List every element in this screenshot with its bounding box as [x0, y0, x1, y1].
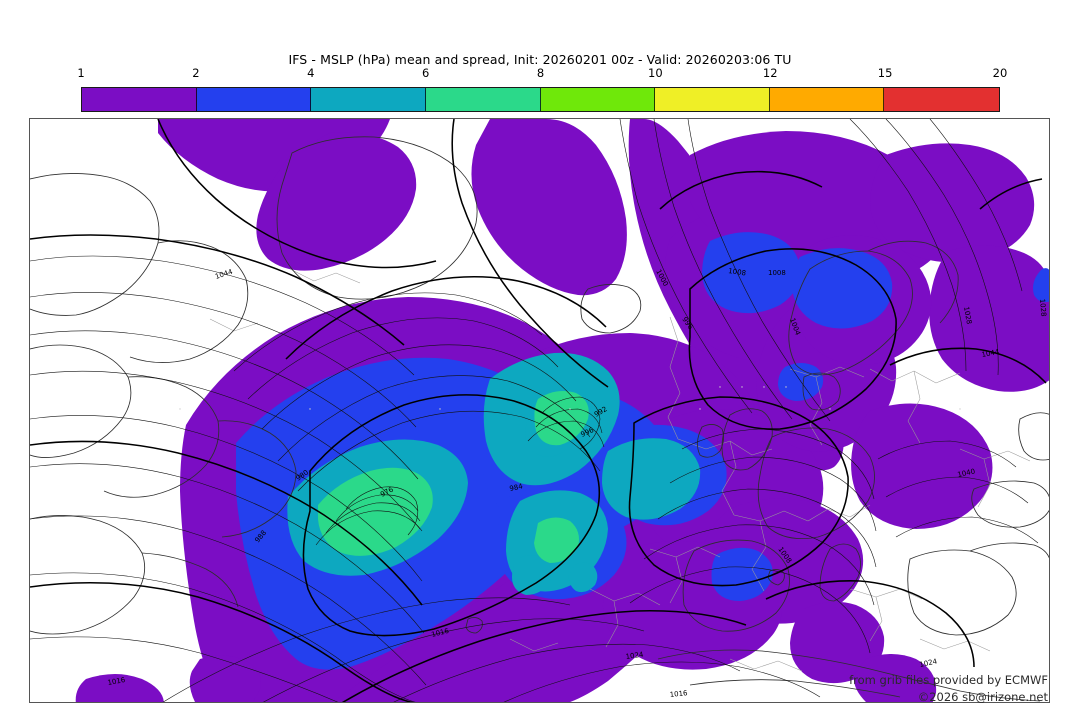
- colorbar-segment-6-8: [425, 88, 541, 111]
- svg-text:1040: 1040: [957, 467, 976, 479]
- colorbar-tick-10: 10: [648, 66, 663, 80]
- svg-text:1028: 1028: [962, 306, 973, 325]
- spread-region-purple: [471, 119, 627, 296]
- spread-region-springgreen: [534, 391, 589, 446]
- spread-region-purple: [256, 132, 417, 271]
- colorbar-segment-4-6: [311, 88, 426, 111]
- colorbar-tick-labels: 1 2 4 6 8 10 12 15 20: [77, 66, 1007, 84]
- svg-text:1016: 1016: [669, 689, 688, 699]
- colorbar-tick-12: 12: [762, 66, 778, 80]
- svg-text:1028: 1028: [1038, 298, 1048, 316]
- colorbar-segment-12-15: [769, 88, 885, 111]
- spread-region-springgreen: [534, 517, 579, 563]
- colorbar-tick-2: 2: [192, 66, 200, 80]
- svg-text:1044: 1044: [981, 348, 1000, 359]
- svg-text:1008: 1008: [768, 269, 786, 277]
- colorbar-tick-4: 4: [307, 66, 315, 80]
- colorbar-segment-2-4: [196, 88, 312, 111]
- colorbar-container: 1 2 4 6 8 10 12 15 20: [77, 66, 1007, 112]
- colorbar-segment-1-2: [82, 88, 197, 111]
- colorbar-tick-20: 20: [992, 66, 1008, 80]
- colorbar-tick-6: 6: [421, 66, 430, 80]
- colorbar-tick-15: 15: [877, 66, 893, 80]
- page-title: IFS - MSLP (hPa) mean and spread, Init: …: [288, 52, 792, 67]
- colorbar-segment-15-20: [884, 88, 999, 111]
- spread-region-purple: [929, 245, 1049, 392]
- mslp-contour-thin-layer: [30, 119, 1039, 702]
- colorbar-tick-8: 8: [536, 66, 545, 80]
- spread-region-teal: [568, 562, 598, 593]
- map-canvas: 976 980 988 984 992 996 1008 1008 1004 1…: [30, 119, 1049, 702]
- spread-region-purple: [870, 143, 1035, 263]
- spread-region-purple: [75, 674, 164, 702]
- spread-region-blue: [778, 363, 824, 401]
- credit-source: from grib files provided by ECMWF: [849, 673, 1048, 687]
- spread-region-blue: [792, 248, 893, 329]
- spread-region-blue: [711, 547, 773, 601]
- spread-region-blue: [702, 232, 801, 314]
- coastline-layer: [30, 136, 1049, 702]
- spread-region-purple: [790, 601, 885, 684]
- country-borders-layer: [209, 268, 1031, 672]
- map-panel: 976 980 988 984 992 996 1008 1008 1004 1…: [29, 118, 1050, 703]
- svg-text:1024: 1024: [919, 657, 939, 669]
- spread-region-purple: [189, 655, 261, 702]
- lat-lon-dot-layer: [179, 386, 961, 410]
- svg-text:984: 984: [509, 482, 524, 493]
- colorbar-tick-1: 1: [77, 66, 85, 80]
- svg-text:1008: 1008: [728, 267, 747, 277]
- colorbar: [81, 87, 1000, 112]
- mslp-contour-thick-layer: [30, 119, 1047, 702]
- spread-region-teal: [512, 555, 552, 595]
- svg-text:1024: 1024: [625, 651, 644, 661]
- spread-region-purple: [853, 654, 937, 702]
- spread-shading-layer: [75, 119, 1049, 702]
- credit-copyright: ©2026 sb@irizone.net: [917, 690, 1048, 704]
- svg-text:1016: 1016: [107, 676, 126, 687]
- colorbar-segment-10-12: [655, 88, 770, 111]
- colorbar-segment-8-10: [540, 88, 656, 111]
- spread-region-teal: [602, 438, 701, 520]
- spread-region-purple: [851, 403, 993, 529]
- spread-region-blue: [1033, 268, 1049, 303]
